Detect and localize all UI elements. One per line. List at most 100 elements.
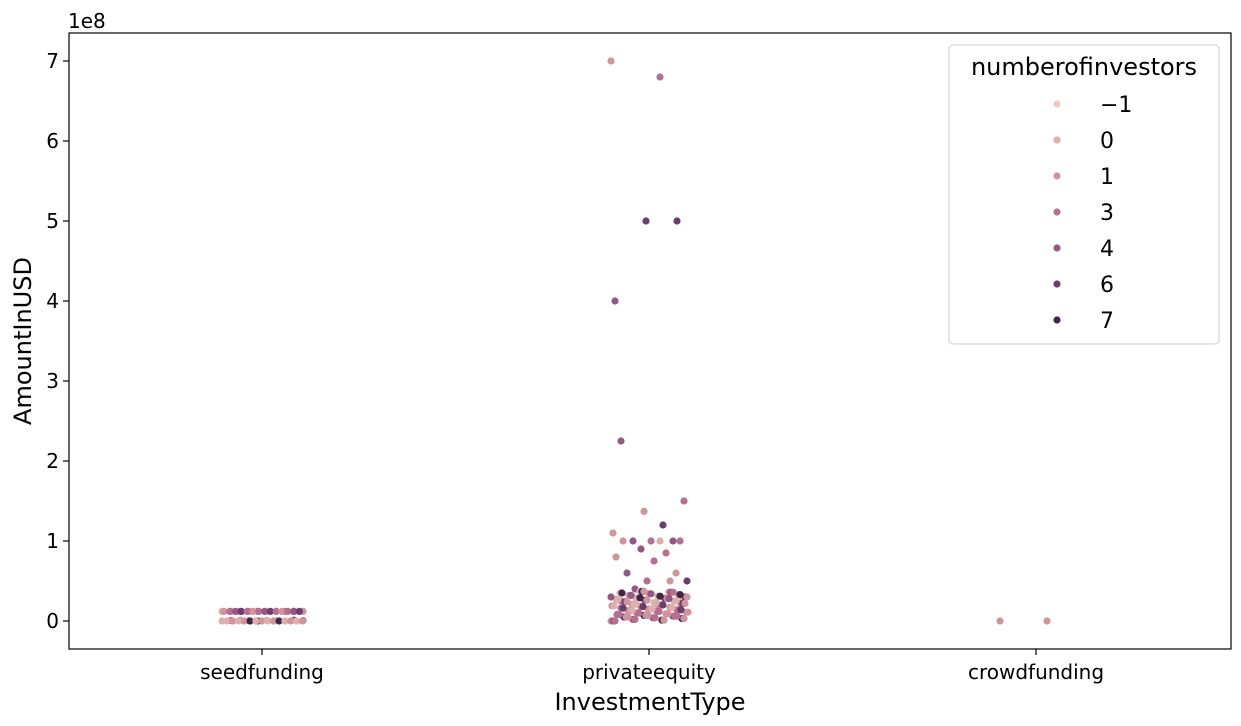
data-point <box>249 607 257 616</box>
data-point <box>639 603 647 611</box>
y-axis-label: AmountInUSD <box>9 257 37 425</box>
data-point <box>610 602 618 610</box>
x-tick-label: seedfunding <box>200 660 324 684</box>
legend-marker <box>1053 136 1061 144</box>
data-point <box>623 569 631 577</box>
data-point <box>672 597 680 605</box>
data-point <box>669 537 677 545</box>
data-point <box>609 529 617 537</box>
y-tick-label: 2 <box>46 449 59 473</box>
data-point <box>632 600 640 608</box>
data-point <box>677 606 685 614</box>
data-point <box>655 607 663 616</box>
y-tick-label: 5 <box>46 209 59 233</box>
data-point <box>618 589 626 597</box>
y-tick-label: 7 <box>46 49 59 73</box>
y-offset-text: 1e8 <box>68 9 106 33</box>
legend-label: 7 <box>1100 309 1114 334</box>
data-point <box>298 617 306 625</box>
legend-label: 6 <box>1100 273 1114 298</box>
data-point <box>660 616 668 624</box>
data-point <box>673 612 681 620</box>
axes-layer: 0 1 2 3 4 5 6 7 seedfunding privateequity crowdfun… <box>46 49 1104 684</box>
data-point <box>252 617 260 625</box>
data-point <box>619 604 627 612</box>
data-point <box>607 593 615 601</box>
data-point <box>672 569 680 577</box>
data-point <box>237 607 245 616</box>
data-point <box>261 607 269 616</box>
data-point <box>627 591 635 600</box>
data-point <box>635 609 643 617</box>
data-point <box>640 507 648 515</box>
data-point <box>615 611 623 619</box>
data-point <box>636 594 644 602</box>
data-point <box>668 603 676 612</box>
data-point <box>226 607 234 616</box>
legend-label: 4 <box>1100 237 1114 262</box>
data-point <box>287 617 295 625</box>
data-point <box>659 521 667 529</box>
data-point <box>240 617 248 625</box>
data-point <box>223 617 231 625</box>
legend-title: numberofinvestors <box>971 53 1197 81</box>
data-point <box>295 607 303 616</box>
data-point <box>656 73 664 81</box>
data-point <box>996 617 1004 625</box>
data-point <box>619 537 627 545</box>
y-tick-label: 0 <box>46 609 59 633</box>
data-point <box>234 617 243 625</box>
data-point <box>662 549 670 557</box>
data-point <box>266 607 274 616</box>
data-point <box>643 577 651 585</box>
legend-marker <box>1053 208 1061 216</box>
data-point <box>680 497 688 505</box>
data-point <box>642 217 650 225</box>
data-point <box>624 613 632 621</box>
y-tick-label: 6 <box>46 129 59 153</box>
data-point <box>607 57 615 65</box>
data-point <box>611 617 619 625</box>
data-point <box>255 607 263 616</box>
y-tick-label: 3 <box>46 369 59 393</box>
legend-frame <box>948 44 1220 345</box>
data-point <box>263 617 272 625</box>
legend-marker <box>1053 280 1061 288</box>
data-point <box>665 595 673 603</box>
data-point <box>647 590 655 598</box>
x-tick-label: crowdfunding <box>968 660 1104 684</box>
y-tick-label: 4 <box>46 289 59 313</box>
data-point <box>650 557 658 565</box>
data-point <box>292 617 301 625</box>
data-point <box>269 617 277 625</box>
data-point <box>631 615 639 624</box>
data-point <box>275 617 283 625</box>
x-axis-label: InvestmentType <box>554 688 745 716</box>
data-point <box>659 601 667 609</box>
data-point <box>640 587 648 596</box>
y-tick-label: 1 <box>46 529 59 553</box>
data-point <box>614 595 622 604</box>
data-point <box>673 217 681 225</box>
data-point <box>647 537 655 545</box>
data-point <box>676 537 684 545</box>
legend: numberofinvestors −1 0 1 3 4 6 7 <box>948 44 1220 345</box>
legend-label: −1 <box>1100 93 1132 118</box>
data-point <box>683 593 691 601</box>
data-point <box>629 537 637 545</box>
data-point <box>229 617 237 625</box>
data-point <box>664 610 672 618</box>
legend-marker <box>1053 172 1061 180</box>
data-point <box>644 611 652 620</box>
data-point <box>651 614 659 622</box>
data-point <box>1043 617 1051 625</box>
data-point <box>676 591 684 599</box>
data-point <box>232 607 240 616</box>
legend-entries: −1 0 1 3 4 6 7 <box>1053 93 1132 334</box>
data-point <box>623 598 631 606</box>
data-point <box>220 607 228 616</box>
x-tick-label: privateequity <box>582 660 716 684</box>
data-point <box>656 537 664 545</box>
data-point <box>648 605 656 613</box>
